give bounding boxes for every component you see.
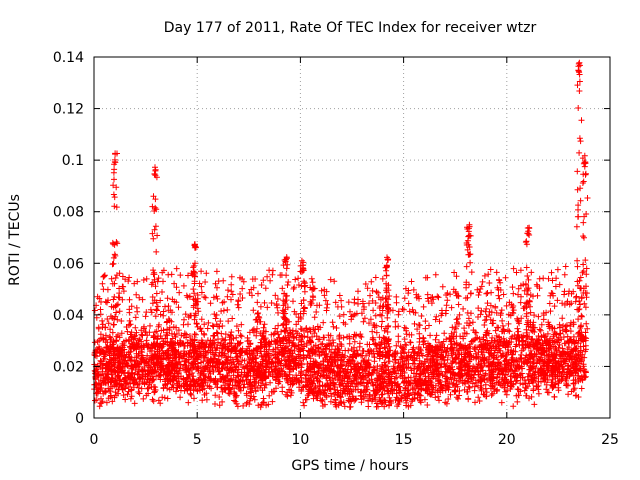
x-axis-label: GPS time / hours	[291, 458, 408, 474]
data-points	[91, 59, 591, 411]
chart-title: Day 177 of 2011, Rate Of TEC Index for r…	[164, 20, 537, 36]
y-axis-label: ROTI / TECUs	[7, 194, 23, 286]
x-tick-label: 10	[291, 432, 309, 448]
y-tick-label: 0	[75, 411, 84, 427]
y-tick-label: 0.08	[53, 205, 84, 221]
y-tick-label: 0.02	[53, 359, 84, 375]
plot-frame	[93, 56, 611, 419]
roti-scatter-points	[91, 59, 591, 411]
y-tick-label: 0.12	[53, 102, 84, 118]
y-tick-label: 0.04	[53, 308, 84, 324]
axis-ticks: 0 5 10 15 20 25 0 0.02 0.04 0.06 0.08 0.1 0.12 0.14	[53, 50, 619, 448]
y-tick-label: 0.06	[53, 256, 84, 272]
x-tick-label: 5	[193, 432, 202, 448]
x-tick-label: 20	[498, 432, 516, 448]
y-tick-label: 0.14	[53, 50, 84, 66]
y-tick-label: 0.1	[62, 153, 84, 169]
x-tick-label: 25	[601, 432, 619, 448]
x-tick-label: 15	[395, 432, 413, 448]
x-tick-label: 0	[90, 432, 99, 448]
